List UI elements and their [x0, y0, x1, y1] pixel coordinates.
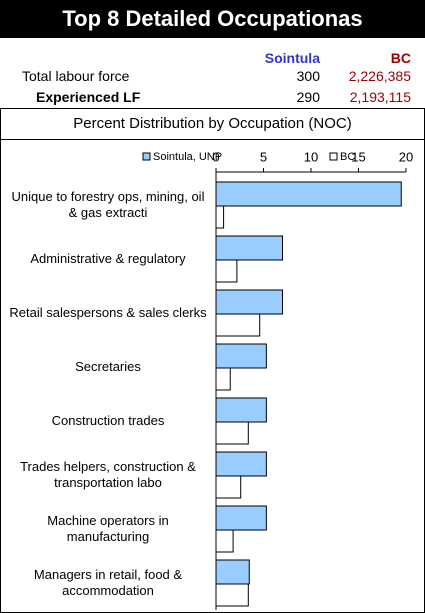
bar: [215, 259, 238, 283]
bar: [215, 451, 267, 477]
bar: [215, 529, 234, 553]
bar: [215, 583, 249, 607]
x-tick-label: 0: [212, 149, 219, 164]
bar: [215, 397, 267, 423]
bar: [215, 343, 267, 369]
legend-swatch: [142, 152, 151, 161]
cell: 300: [296, 68, 320, 84]
x-tick-label: 5: [260, 149, 267, 164]
bar: [215, 313, 261, 337]
legend-label: Sointula, UNP: [153, 151, 222, 163]
y-tick-label: Secretaries: [75, 359, 141, 374]
col-head: BC: [390, 50, 411, 66]
y-tick-label: Trades helpers, construction & transport…: [20, 459, 196, 490]
row-label: Experienced LF: [36, 89, 141, 105]
title-bar: Top 8 Detailed Occupationas: [0, 0, 425, 38]
y-tick-label: Managers in retail, food & accommodation: [33, 567, 183, 598]
x-tick-label: 20: [399, 149, 413, 164]
legend-label: BC: [340, 151, 355, 163]
bar: [215, 505, 267, 531]
col-head: Sointula: [264, 50, 320, 66]
y-tick-label: Machine operators in manufacturing: [47, 513, 169, 544]
bar: [215, 205, 225, 229]
bar: [215, 181, 402, 207]
row-label: Total labour force: [22, 68, 130, 84]
y-tick-label: Retail salespersons & sales clerks: [9, 305, 207, 320]
cell: 290: [296, 89, 320, 105]
x-tick-label: 10: [304, 149, 318, 164]
y-tick-label: Construction trades: [51, 413, 165, 428]
legend-swatch: [329, 152, 338, 161]
bar: [215, 475, 242, 499]
bar: [215, 235, 283, 261]
y-tick-label: Unique to forestry ops, mining, oil & ga…: [11, 189, 205, 220]
bar: [215, 289, 283, 315]
bar: [215, 367, 231, 391]
bar: [215, 421, 249, 445]
bar: [215, 559, 250, 585]
x-tick-label: 15: [351, 149, 365, 164]
y-tick-label: Administrative & regulatory: [30, 251, 186, 266]
cell: 2,226,385: [348, 68, 411, 84]
cell: 2,193,115: [349, 89, 411, 105]
